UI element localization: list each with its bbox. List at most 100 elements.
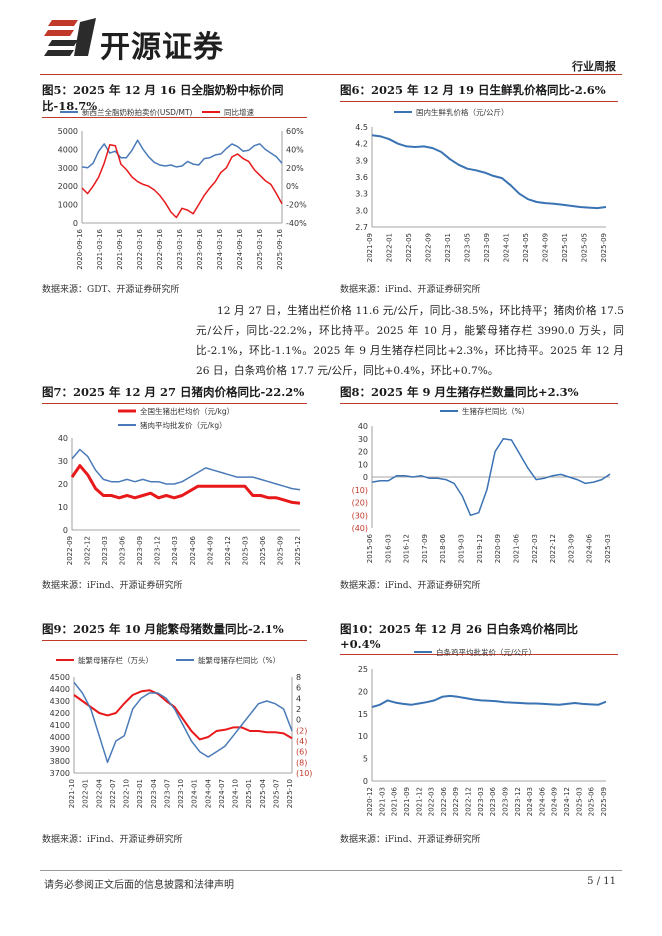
- x-tick-label: 2023-03: [477, 787, 485, 816]
- y-tick-label: 30: [358, 435, 368, 444]
- footer-disclaimer: 请务必参阅正文后面的信息披露和法律声明: [44, 880, 234, 891]
- y-tick-label: 3000: [58, 164, 78, 173]
- x-tick-label: 2019-12: [476, 534, 484, 563]
- y2-tick-label: 0%: [286, 182, 299, 191]
- chart-milk-powder-price: 0 1000 2000 3000 4000 5000 -40% -20% 0% 20% 40% 60%…: [58, 107, 307, 270]
- series-line-1: [371, 134, 607, 210]
- y-tick-label: 25: [358, 665, 368, 674]
- x-tick-label: 2022-05: [405, 233, 413, 262]
- y-tick-label: 3.6: [355, 173, 368, 182]
- y2-tick-label: -40%: [286, 219, 307, 228]
- legend-label-1: 生猪存栏同比（%）: [462, 406, 529, 416]
- x-tick-label: 2022-12: [465, 787, 473, 816]
- y2-tick-label: (10): [296, 769, 312, 778]
- chart-hog-inventory-yoy: 40 30 20 10 0 (10) (20) (30) (40)2015-06 2016-03 2…: [352, 406, 612, 563]
- x-tick-label: 2025-05: [581, 233, 589, 262]
- y2-tick-label: 20%: [286, 164, 304, 173]
- y-tick-label: 3800: [50, 757, 70, 766]
- x-tick-label: 2025-12: [294, 536, 302, 565]
- y-tick-label: 10: [358, 460, 368, 469]
- x-tick-label: 2024-03-16: [216, 228, 224, 269]
- x-tick-label: 2015-06: [366, 533, 374, 563]
- x-tick-label: 2023-01: [136, 779, 144, 808]
- chart-sow-inventory: 3700 3800 3900 4000 4100 4200 4300 4400 4500 (10)…: [50, 655, 312, 808]
- y-tick-label: (30): [352, 511, 368, 520]
- x-tick-label: 2025-06: [588, 786, 596, 816]
- x-tick-label: 2018-06: [439, 533, 447, 563]
- x-tick-label: 2021-09-16: [116, 228, 124, 269]
- y2-tick-label: 6: [296, 684, 301, 693]
- y-tick-label: 0: [363, 473, 368, 482]
- x-tick-label: 2025-03: [241, 536, 249, 565]
- y2-tick-label: 8: [296, 673, 301, 682]
- y2-tick-label: (6): [296, 748, 307, 757]
- y-tick-label: 4.2: [355, 140, 368, 149]
- x-tick-label: 2022-03-16: [136, 228, 144, 269]
- body-paragraph-block: 12 月 27 日，生猪出栏价格 11.6 元/公斤，同比-38.5%，环比持平…: [196, 301, 624, 381]
- x-tick-label: 2023-06: [119, 535, 127, 565]
- y-tick-label: (10): [352, 486, 368, 495]
- y-tick-label: 3900: [50, 745, 70, 754]
- y-tick-label: 0: [63, 526, 68, 535]
- y2-tick-label: 2: [296, 705, 301, 714]
- chart-pork-price: 0 10 20 30 40 2022-09 2022-12 2023-03 2023-06 202…: [58, 406, 302, 565]
- x-tick-label: 2024-03: [171, 536, 179, 565]
- x-tick-label: 2025-09: [600, 787, 608, 816]
- x-tick-label: 2022-01: [386, 233, 394, 262]
- x-tick-label: 2021-03: [378, 787, 386, 816]
- y2-tick-label: 60%: [286, 127, 304, 136]
- y-tick-label: 1000: [58, 201, 78, 210]
- x-tick-label: 2025-01: [245, 779, 253, 808]
- x-tick-label: 2023-04: [150, 778, 158, 808]
- x-tick-label: 2023-12: [514, 787, 522, 816]
- x-tick-label: 2023-03: [101, 536, 109, 565]
- x-tick-label: 2022-09: [66, 536, 74, 565]
- y-tick-label: 4000: [50, 733, 70, 742]
- x-tick-label: 2025-09: [600, 233, 608, 262]
- x-tick-label: 2023-01: [444, 233, 452, 262]
- series-line-2: [71, 448, 301, 491]
- y-tick-label: 4200: [50, 709, 70, 718]
- x-tick-label: 2024-04: [204, 778, 212, 808]
- y2-tick-label: (2): [296, 726, 307, 735]
- figure-8-source: 数据来源：iFind、开源证券研究所: [340, 581, 481, 591]
- x-tick-label: 2024-12: [563, 787, 571, 816]
- x-tick-label: 2021-12: [415, 787, 423, 816]
- y-tick-label: (40): [352, 524, 368, 533]
- y2-tick-label: (8): [296, 758, 307, 767]
- legend-label-1: 新西兰全脂奶粉拍卖价(USD/MT): [82, 107, 193, 117]
- y-tick-label: 4400: [50, 685, 70, 694]
- y-tick-label: 0: [73, 219, 78, 228]
- x-tick-label: 2025-04: [259, 778, 267, 808]
- footer-divider: [40, 870, 622, 871]
- x-tick-label: 2024-09: [206, 536, 214, 565]
- company-logo: [44, 18, 96, 56]
- x-tick-label: 2021-10: [68, 779, 76, 808]
- x-tick-label: 2019-03: [458, 534, 466, 563]
- series-line-1: [73, 689, 293, 741]
- x-tick-label: 2024-10: [232, 779, 240, 808]
- series-line-1: [371, 694, 607, 709]
- x-tick-label: 2025-03: [575, 787, 583, 816]
- x-tick-label: 2024-05: [522, 233, 530, 262]
- x-tick-label: 2024-12: [224, 536, 232, 565]
- x-tick-label: 2022-07: [109, 779, 117, 808]
- y-tick-label: 4.5: [355, 123, 368, 132]
- figure-10-title: 图10：2025 年 12 月 26 日白条鸡价格同比+0.4%: [340, 621, 618, 655]
- x-tick-label: 2024-09: [551, 787, 559, 816]
- series-line-2: [73, 681, 293, 764]
- y-tick-label: 5000: [58, 127, 78, 136]
- y-tick-label: 3.0: [355, 206, 368, 215]
- x-tick-label: 2024-06: [189, 535, 197, 565]
- x-tick-label: 2023-06: [489, 786, 497, 816]
- x-tick-label: 2017-09: [421, 534, 429, 563]
- x-tick-label: 2024-03: [526, 787, 534, 816]
- figure-7-source: 数据来源：iFind、开源证券研究所: [42, 581, 183, 591]
- header-divider: [40, 74, 622, 75]
- series-line-2: [81, 144, 283, 219]
- chart-chicken-price: 0 5 10 15 20 25 2020-12 2021-03 2021-06 2021-09 20…: [358, 647, 608, 816]
- x-tick-label: 2022-06: [440, 786, 448, 816]
- x-tick-label: 2021-06: [391, 786, 399, 816]
- x-tick-label: 2023-12: [154, 536, 162, 565]
- y-tick-label: 4500: [50, 673, 70, 682]
